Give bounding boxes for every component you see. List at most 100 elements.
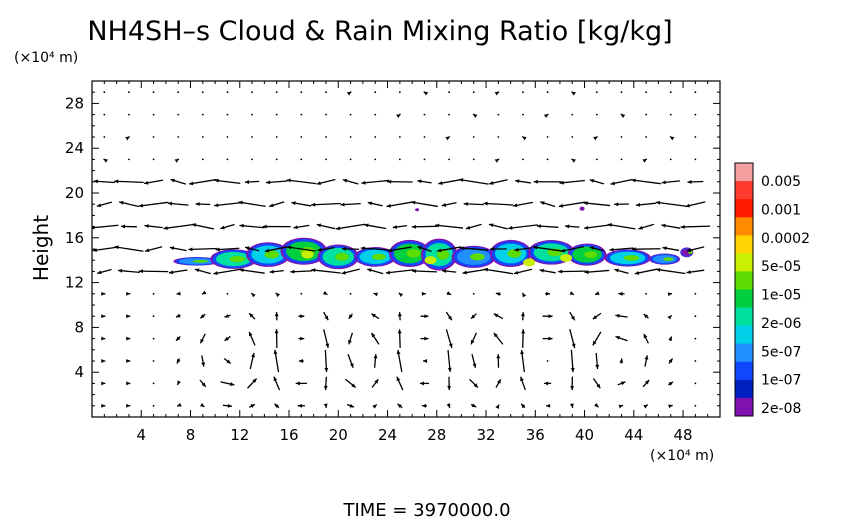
wind-arrow-head: [101, 403, 106, 408]
wind-arrow-head: [435, 223, 440, 228]
colorbar-swatch: [735, 235, 753, 254]
colorbar-label: 2e-08: [761, 401, 801, 417]
wind-arrow: [631, 248, 661, 250]
wind-dot: [300, 91, 303, 94]
wind-arrow-head: [126, 358, 131, 363]
y-axis-ticks: 4 8 12 16 20 24 28: [65, 91, 720, 407]
wind-dot: [374, 91, 377, 94]
wind-arrow-head: [348, 314, 353, 319]
cloud-mixing-ratio-field: [173, 206, 694, 271]
x-axis-ticks: 4 8 12 16 20 24 28 32 36 40 44 48: [103, 81, 709, 444]
wind-arrow-head: [275, 292, 281, 298]
wind-arrow-head: [437, 248, 442, 253]
wind-arrow: [411, 225, 438, 228]
wind-arrow-head: [495, 404, 500, 410]
wind-arrow-head: [114, 245, 119, 250]
wind-arrow-head: [386, 203, 391, 208]
wind-arrow-head: [126, 314, 131, 319]
wind-arrow-head: [565, 224, 570, 229]
wind-dot: [128, 91, 130, 94]
wind-arrow: [680, 225, 711, 228]
wind-arrow-head: [614, 268, 619, 273]
wind-arrow-head: [635, 202, 641, 207]
wind-arrow-head: [114, 179, 119, 184]
wind-dot: [546, 91, 549, 94]
wind-dot: [374, 158, 377, 161]
colorbar-swatch: [735, 253, 753, 272]
wind-dot: [472, 292, 475, 295]
wind-arrow-head: [569, 291, 574, 295]
wind-dot: [275, 136, 278, 138]
wind-arrow: [213, 268, 242, 275]
wind-arrow-head: [397, 329, 402, 334]
wind-arrow-head: [595, 291, 600, 295]
wind-arrow-head: [387, 179, 392, 184]
wind-arrow-head: [168, 270, 174, 275]
colorbar: 0.005 0.001 0.0002 5e-05 1e-05 2e-06 5e-07 1e-0…: [734, 162, 810, 417]
wind-dot: [103, 136, 106, 138]
cloud-blob-max: [424, 256, 437, 265]
wind-dot: [300, 292, 303, 295]
wind-arrow-head: [248, 331, 253, 337]
x-tick-label: 4: [136, 426, 146, 444]
wind-dot: [251, 91, 253, 94]
wind-dot: [325, 113, 327, 116]
wind-arrow-head: [177, 402, 182, 407]
wind-arrow-head: [548, 336, 553, 341]
wind-arrow-head: [291, 201, 296, 206]
wind-dot: [448, 158, 450, 161]
wind-dot: [694, 404, 697, 407]
wind-arrow-head: [266, 180, 271, 185]
wind-arrow: [584, 224, 610, 229]
wind-arrow-head: [342, 178, 348, 183]
wind-dot: [128, 158, 130, 161]
wind-dot: [398, 91, 401, 94]
wind-arrow-head: [644, 379, 650, 385]
wind-arrow-head: [300, 314, 305, 319]
y-tick-label: 8: [74, 318, 84, 336]
wind-arrow-head: [188, 247, 193, 252]
wind-arrow-head: [297, 403, 302, 408]
wind-arrow-head: [250, 404, 255, 408]
wind-arrow-head: [610, 181, 615, 186]
wind-arrow-head: [417, 246, 422, 250]
wind-arrow-head: [213, 271, 218, 275]
wind-arrow-head: [396, 114, 401, 118]
wind-arrow-head: [668, 336, 672, 341]
wind-dot: [300, 158, 303, 161]
colorbar-label: 5e-07: [761, 344, 801, 360]
wind-dot: [152, 315, 155, 318]
wind-arrow-head: [495, 292, 501, 297]
wind-arrow-head: [238, 200, 243, 205]
colorbar-swatch: [735, 343, 753, 363]
cloud-blob-core: [663, 257, 674, 261]
wind-arrow-head: [548, 314, 553, 319]
wind-arrow-head: [138, 203, 144, 208]
wind-arrow-head: [176, 291, 181, 296]
wind-dot: [448, 91, 450, 94]
wind-dot: [325, 158, 327, 161]
wind-arrow-head: [194, 268, 200, 273]
wind-arrow-head: [584, 270, 589, 275]
wind-dot: [251, 136, 253, 138]
wind-arrow-head: [361, 180, 366, 185]
wind-dot: [226, 113, 229, 116]
wind-arrow-head: [539, 268, 544, 273]
wind-arrow: [459, 247, 489, 251]
wind-dot: [522, 113, 524, 116]
wind-arrow: [311, 202, 341, 206]
cloud-blob-max: [560, 253, 573, 262]
wind-arrow-head: [348, 339, 352, 345]
wind-arrow: [360, 247, 390, 251]
wind-arrow-head: [101, 314, 106, 319]
wind-arrow-head: [411, 200, 416, 205]
wind-arrow-head: [421, 403, 426, 408]
wind-arrow-head: [638, 225, 643, 230]
wind-arrow-head: [126, 291, 131, 296]
wind-arrow: [412, 270, 437, 273]
wind-arrow-head: [462, 270, 467, 275]
wind-arrow-head: [662, 246, 667, 251]
wind-arrow-head: [424, 336, 429, 341]
wind-arrow-head: [176, 359, 181, 364]
wind-arrow-head: [396, 376, 401, 382]
